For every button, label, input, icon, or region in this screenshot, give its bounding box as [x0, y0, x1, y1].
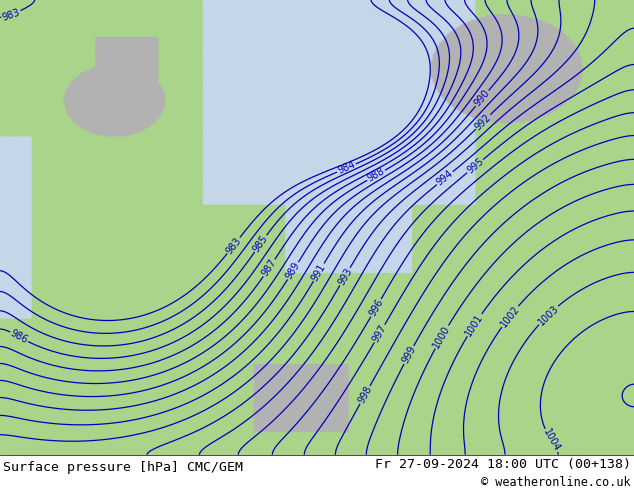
Text: 999: 999 — [400, 344, 418, 366]
Text: 987: 987 — [260, 258, 278, 278]
Text: 991: 991 — [310, 262, 328, 283]
Text: 989: 989 — [284, 260, 302, 281]
Text: 1004: 1004 — [541, 427, 562, 454]
Text: 986: 986 — [9, 328, 30, 345]
Text: 995: 995 — [465, 156, 486, 176]
Text: 988: 988 — [366, 167, 387, 184]
Text: 997: 997 — [371, 323, 389, 344]
Text: Fr 27-09-2024 18:00 UTC (00+138): Fr 27-09-2024 18:00 UTC (00+138) — [375, 458, 631, 471]
Text: 996: 996 — [367, 297, 385, 318]
Text: 1000: 1000 — [431, 324, 452, 350]
Text: 983: 983 — [1, 7, 22, 23]
Text: Surface pressure [hPa] CMC/GEM: Surface pressure [hPa] CMC/GEM — [3, 461, 243, 473]
Text: 992: 992 — [473, 112, 493, 132]
Text: 998: 998 — [356, 384, 374, 405]
Text: 1003: 1003 — [536, 303, 560, 327]
Text: © weatheronline.co.uk: © weatheronline.co.uk — [481, 476, 631, 489]
Text: 985: 985 — [251, 233, 270, 254]
Text: 990: 990 — [472, 88, 492, 109]
Text: 983: 983 — [224, 235, 243, 256]
Text: 993: 993 — [336, 266, 354, 287]
Text: 1002: 1002 — [498, 304, 521, 329]
Text: 994: 994 — [434, 169, 455, 188]
Text: 1001: 1001 — [463, 312, 485, 338]
Text: 984: 984 — [336, 160, 357, 176]
